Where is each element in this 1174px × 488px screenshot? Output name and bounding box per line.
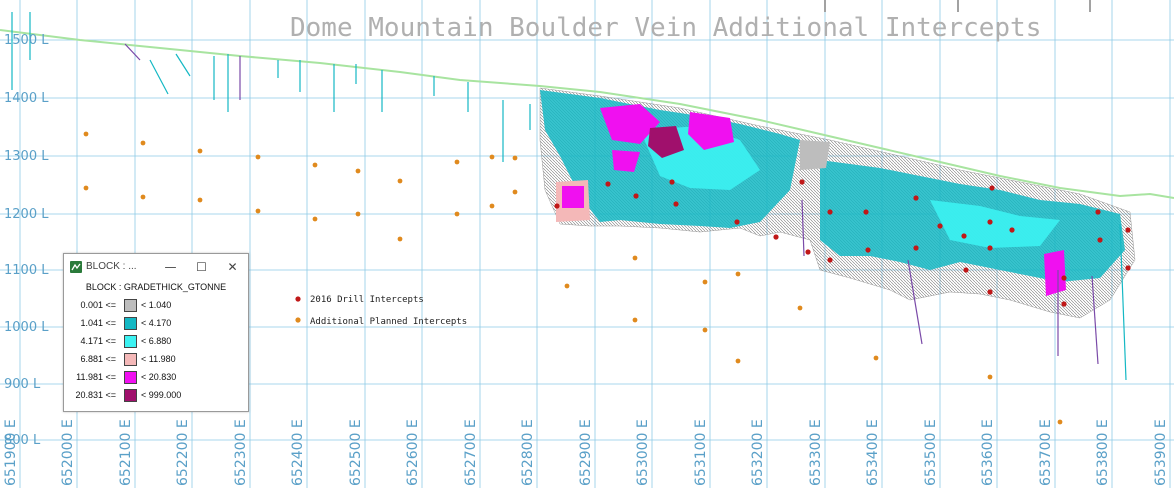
grade-zone-magenta <box>600 104 660 144</box>
elevation-label: 800 L <box>4 433 41 448</box>
block-legend-window[interactable]: BLOCK : ... — ☐ ✕ BLOCK : GRADETHICK_GTO… <box>63 253 249 412</box>
easting-label: 653000 E <box>635 419 651 486</box>
grade-zone-magenta-3 <box>612 150 640 172</box>
easting-label: 653900 E <box>1153 419 1169 486</box>
easting-label: 652300 E <box>233 419 249 486</box>
drill-intercept-marker <box>295 296 301 302</box>
legend-row: 20.831 <= < 999.000 <box>64 386 248 404</box>
legend-row-upper: < 4.170 <box>141 318 172 328</box>
block-model <box>539 87 1136 319</box>
easting-label: 652200 E <box>175 419 191 486</box>
legend-body: BLOCK : GRADETHICK_GTONNE 0.001 <= < 1.04… <box>64 279 248 404</box>
planned-intercept-marker <box>295 317 301 323</box>
grade-zone-dark <box>648 126 684 158</box>
easting-label: 652800 E <box>520 419 536 486</box>
elevation-labels: 1500 L 1400 L 1300 L 1200 L 1100 L 1000 L 900 … <box>4 33 49 448</box>
grade-zone-gray <box>800 140 830 170</box>
easting-label: 653700 E <box>1038 419 1054 486</box>
easting-label: 653400 E <box>865 419 881 486</box>
legend-row-upper: < 11.980 <box>141 354 176 364</box>
elevation-label: 1200 L <box>4 207 49 222</box>
legend-row-upper: < 1.040 <box>141 300 172 310</box>
legend-swatch <box>124 316 137 330</box>
legend-row-upper: < 20.830 <box>141 372 177 382</box>
elevation-label: 1000 L <box>4 320 49 335</box>
easting-label: 652900 E <box>578 419 594 486</box>
legend-swatch <box>124 370 137 384</box>
legend-row: 0.001 <= < 1.040 <box>64 296 248 314</box>
legend-row: 1.041 <= < 4.170 <box>64 314 248 332</box>
grade-zone-magenta-2 <box>688 112 734 150</box>
legend-row: 4.171 <= < 6.880 <box>64 332 248 350</box>
easting-label: 652700 E <box>463 419 479 486</box>
close-icon[interactable]: ✕ <box>227 259 238 274</box>
legend-row-lower: 11.981 <= <box>76 372 116 382</box>
easting-label: 652100 E <box>118 419 134 486</box>
easting-label: 653500 E <box>923 419 939 486</box>
app-icon <box>70 260 82 273</box>
elevation-label: 900 L <box>4 377 41 392</box>
maximize-icon[interactable]: ☐ <box>196 259 207 274</box>
elevation-label: 1300 L <box>4 149 49 164</box>
window-title: BLOCK : ... <box>86 261 137 272</box>
legend-swatch <box>124 334 137 348</box>
drill-intercepts <box>554 179 1131 307</box>
grade-zone-magenta-4 <box>562 186 584 208</box>
easting-label: 653300 E <box>808 419 824 486</box>
legend-row-upper: < 6.880 <box>141 336 172 346</box>
planned-intercept-label: Additional Planned Intercepts <box>310 317 467 327</box>
title-frame <box>824 0 1091 12</box>
elevation-label: 1100 L <box>4 263 49 278</box>
easting-label: 651900 E <box>3 419 19 486</box>
easting-label: 653600 E <box>980 419 996 486</box>
legend-row-upper: < 999.000 <box>141 390 182 400</box>
easting-labels: 651900 E 652000 E 652100 E 652200 E 652300 E… <box>3 419 1169 486</box>
legend-row: 11.981 <= < 20.830 <box>64 368 248 386</box>
legend-swatch <box>124 388 137 402</box>
easting-label: 653100 E <box>693 419 709 486</box>
grade-zone-magenta-5 <box>1044 250 1066 296</box>
easting-label: 652400 E <box>290 419 306 486</box>
easting-label: 652000 E <box>60 419 76 486</box>
elevation-label: 1400 L <box>4 91 49 106</box>
legend-row-lower: 1.041 <= <box>80 318 116 328</box>
legend-row: 6.881 <= < 11.980 <box>64 350 248 368</box>
legend-row-lower: 6.881 <= <box>80 354 116 364</box>
legend-heading: BLOCK : GRADETHICK_GTONNE <box>85 282 227 292</box>
drill-traces <box>11 12 1127 381</box>
easting-label: 652600 E <box>405 419 421 486</box>
map-legend: 2016 Drill Intercepts Additional Planned… <box>295 295 467 327</box>
legend-row-lower: 4.171 <= <box>80 336 116 346</box>
map-title: Dome Mountain Boulder Vein Additional In… <box>290 13 1041 43</box>
easting-label: 653200 E <box>750 419 766 486</box>
legend-row-lower: 0.001 <= <box>80 300 116 310</box>
legend-swatch <box>124 298 137 312</box>
drill-intercept-label: 2016 Drill Intercepts <box>310 295 424 305</box>
window-titlebar[interactable]: BLOCK : ... — ☐ ✕ <box>64 254 248 279</box>
easting-label: 652500 E <box>348 419 364 486</box>
easting-label: 653800 E <box>1095 419 1111 486</box>
legend-rows: 0.001 <= < 1.040 1.041 <= < 4.170 4.171 <= < … <box>64 296 248 404</box>
minimize-icon[interactable]: — <box>164 259 177 274</box>
legend-swatch <box>124 352 137 366</box>
legend-row-lower: 20.831 <= <box>75 390 116 400</box>
elevation-label: 1500 L <box>4 33 49 48</box>
planned-intercepts <box>83 131 1063 425</box>
